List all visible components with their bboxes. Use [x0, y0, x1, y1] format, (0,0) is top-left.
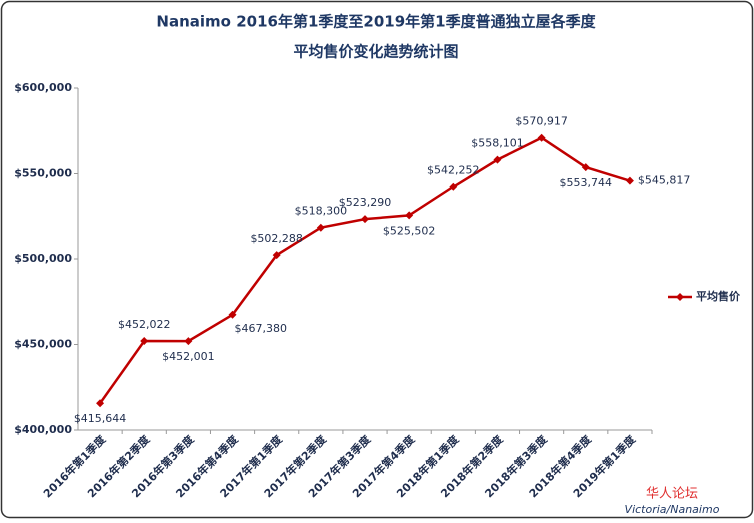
- marker: [581, 163, 590, 172]
- data-label: $525,502: [383, 224, 436, 237]
- legend-marker: [676, 293, 684, 301]
- marker: [96, 399, 105, 408]
- marker: [184, 337, 193, 346]
- watermark: 华人论坛: [646, 487, 698, 502]
- chart-subtitle: 平均售价变化趋势统计图: [293, 43, 458, 61]
- data-label: $467,380: [235, 322, 287, 335]
- marker: [493, 155, 502, 164]
- data-label: $523,290: [339, 196, 392, 209]
- data-label: $570,917: [515, 115, 568, 128]
- data-label: $553,744: [560, 176, 613, 189]
- y-tick-label: $400,000: [14, 423, 72, 436]
- y-tick-label: $450,000: [14, 338, 72, 351]
- data-label: $415,644: [74, 412, 127, 425]
- y-tick-label: $600,000: [14, 81, 72, 94]
- marker: [537, 133, 546, 142]
- marker: [361, 215, 369, 224]
- data-label: $542,252: [427, 164, 480, 177]
- data-label: $502,288: [250, 232, 303, 245]
- chart-title: Nanaimo 2016年第1季度至2019年第1季度普通独立屋各季度: [156, 13, 596, 31]
- y-tick-label: $500,000: [14, 252, 72, 265]
- y-tick-label: $550,000: [14, 167, 72, 180]
- data-label: $558,101: [471, 137, 524, 150]
- marker: [625, 176, 634, 185]
- marker: [140, 337, 149, 346]
- legend-label: 平均售价: [696, 289, 741, 303]
- data-label: $452,022: [118, 318, 171, 331]
- marker: [316, 223, 325, 232]
- marker: [272, 251, 281, 260]
- data-label: $452,001: [162, 350, 215, 363]
- watermark: Victoria/Nanaimo: [625, 503, 720, 516]
- data-label: $545,817: [638, 174, 691, 187]
- marker: [228, 310, 237, 319]
- marker: [449, 182, 458, 191]
- data-label: $518,300: [295, 205, 348, 218]
- marker: [405, 211, 414, 220]
